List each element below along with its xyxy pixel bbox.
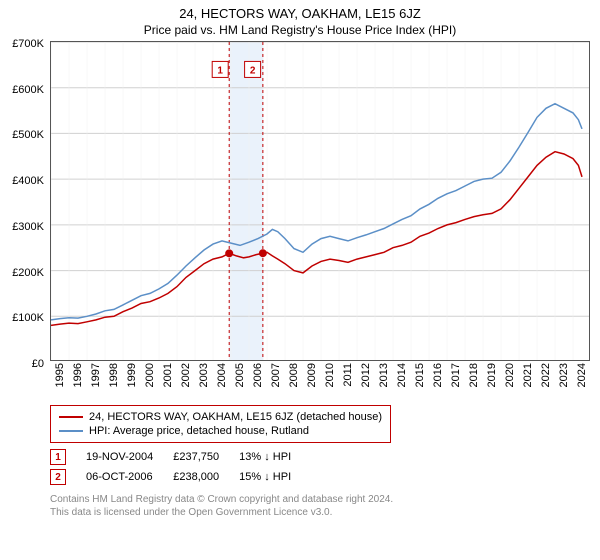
chart-svg: 12 <box>51 42 590 361</box>
x-tick-label: 1995 <box>54 363 66 387</box>
y-tick-label: £600K <box>12 84 44 96</box>
x-tick-label: 2006 <box>252 363 264 387</box>
x-tick-label: 2010 <box>324 363 336 387</box>
y-tick-label: £300K <box>12 221 44 233</box>
x-tick-label: 2002 <box>180 363 192 387</box>
legend-swatch <box>59 416 83 418</box>
x-tick-label: 2008 <box>288 363 300 387</box>
x-tick-label: 2004 <box>216 363 228 387</box>
x-tick-label: 2020 <box>504 363 516 387</box>
x-tick-label: 2015 <box>414 363 426 387</box>
tx-delta: 13% ↓ HPI <box>239 447 311 467</box>
legend-swatch <box>59 430 83 432</box>
tx-date: 06-OCT-2006 <box>86 467 173 487</box>
x-tick-label: 1999 <box>126 363 138 387</box>
x-tick-label: 2000 <box>144 363 156 387</box>
tx-price: £237,750 <box>173 447 239 467</box>
svg-text:1: 1 <box>217 65 223 76</box>
page-subtitle: Price paid vs. HM Land Registry's House … <box>0 21 600 41</box>
y-tick-label: £400K <box>12 175 44 187</box>
x-tick-label: 1996 <box>72 363 84 387</box>
table-row: 2 06-OCT-2006£238,00015% ↓ HPI <box>50 467 311 487</box>
x-tick-label: 2005 <box>234 363 246 387</box>
y-tick-label: £200K <box>12 267 44 279</box>
x-tick-label: 2019 <box>486 363 498 387</box>
y-axis: £0£100K£200K£300K£400K£500K£600K£700K <box>0 44 48 364</box>
legend-label: 24, HECTORS WAY, OAKHAM, LE15 6JZ (detac… <box>89 411 382 423</box>
x-tick-label: 2013 <box>378 363 390 387</box>
y-tick-label: £500K <box>12 129 44 141</box>
footer-note: Contains HM Land Registry data © Crown c… <box>50 493 600 519</box>
x-tick-label: 2016 <box>432 363 444 387</box>
x-tick-label: 1998 <box>108 363 120 387</box>
x-tick-label: 2009 <box>306 363 318 387</box>
marker-icon: 1 <box>50 449 66 465</box>
x-tick-label: 2007 <box>270 363 282 387</box>
y-tick-label: £700K <box>12 38 44 50</box>
chart-plot-area: 12 <box>50 41 590 361</box>
x-tick-label: 2011 <box>342 363 354 387</box>
x-tick-label: 2001 <box>162 363 174 387</box>
x-tick-label: 2022 <box>540 363 552 387</box>
x-tick-label: 2023 <box>558 363 570 387</box>
x-tick-label: 1997 <box>90 363 102 387</box>
x-tick-label: 2012 <box>360 363 372 387</box>
tx-delta: 15% ↓ HPI <box>239 467 311 487</box>
svg-text:2: 2 <box>250 65 256 76</box>
legend-row: 24, HECTORS WAY, OAKHAM, LE15 6JZ (detac… <box>59 410 382 424</box>
x-tick-label: 2021 <box>522 363 534 387</box>
page-title: 24, HECTORS WAY, OAKHAM, LE15 6JZ <box>0 0 600 21</box>
x-tick-label: 2018 <box>468 363 480 387</box>
x-axis: 1995 1996 1997 1998 1999 2000 2001 2002 2003 2004… <box>50 361 590 401</box>
x-tick-label: 2014 <box>396 363 408 387</box>
transactions-table: 1 19-NOV-2004£237,75013% ↓ HPI 2 06-OCT-200… <box>50 447 311 487</box>
tx-price: £238,000 <box>173 467 239 487</box>
x-tick-label: 2017 <box>450 363 462 387</box>
marker-icon: 2 <box>50 469 66 485</box>
legend-row: HPI: Average price, detached house, Rutl… <box>59 424 382 438</box>
legend-label: HPI: Average price, detached house, Rutl… <box>89 425 309 437</box>
footer-line-2: This data is licensed under the Open Gov… <box>50 506 600 519</box>
y-tick-label: £0 <box>32 358 44 370</box>
x-tick-label: 2003 <box>198 363 210 387</box>
y-tick-label: £100K <box>12 312 44 324</box>
footer-line-1: Contains HM Land Registry data © Crown c… <box>50 493 600 506</box>
x-tick-label: 2024 <box>576 363 588 387</box>
tx-date: 19-NOV-2004 <box>86 447 173 467</box>
table-row: 1 19-NOV-2004£237,75013% ↓ HPI <box>50 447 311 467</box>
legend: 24, HECTORS WAY, OAKHAM, LE15 6JZ (detac… <box>50 405 391 443</box>
